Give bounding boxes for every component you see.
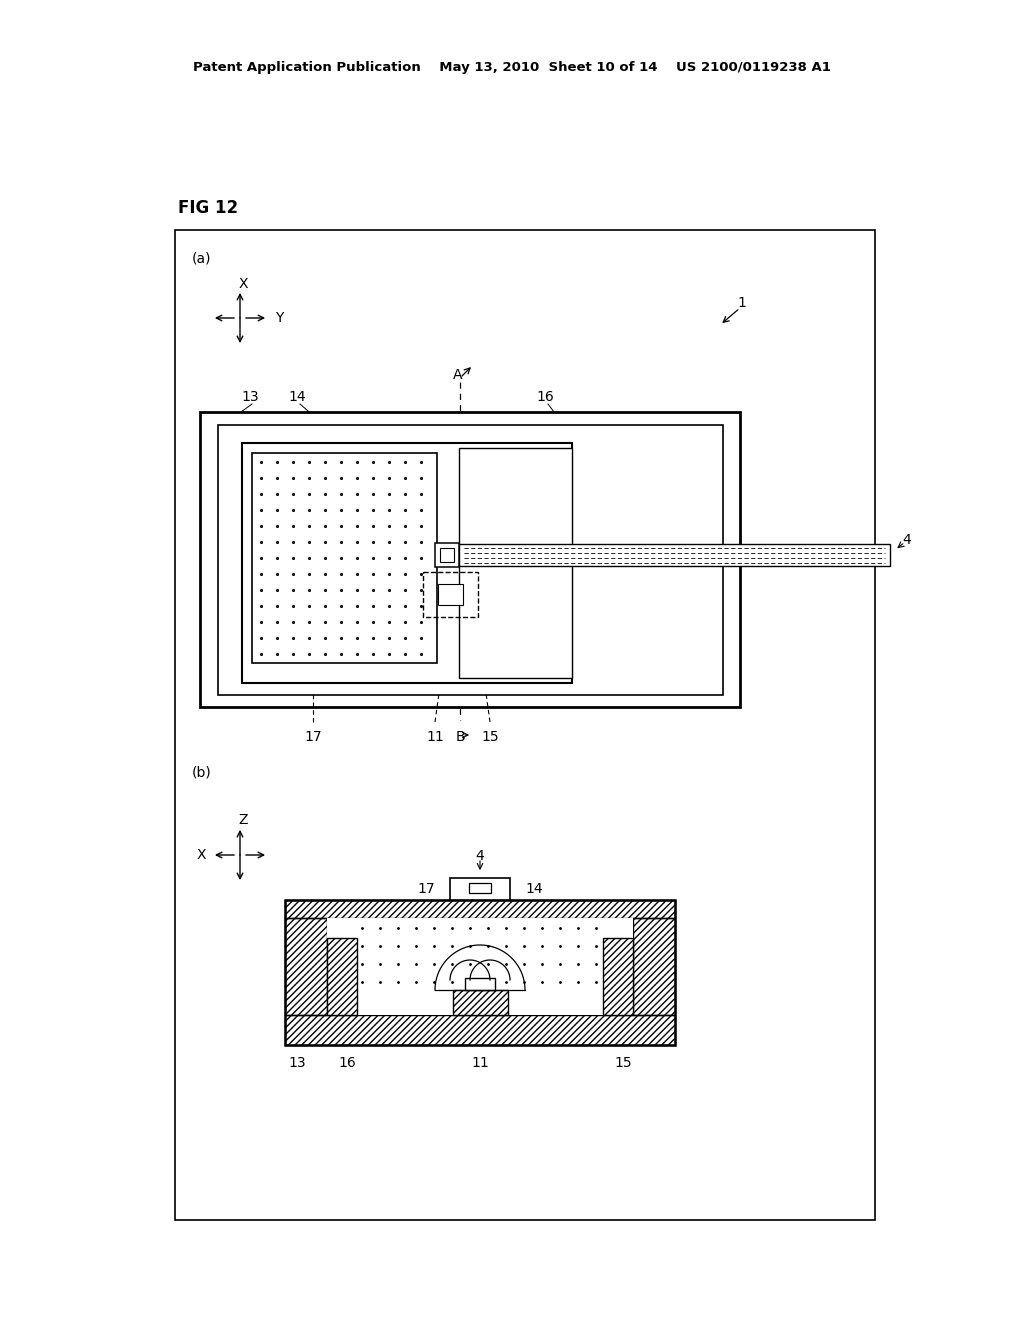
Text: Patent Application Publication    May 13, 2010  Sheet 10 of 14    US 2100/011923: Patent Application Publication May 13, 2…: [194, 62, 830, 74]
Bar: [285, 917, 327, 1015]
Bar: [469, 883, 490, 894]
Text: 4: 4: [475, 849, 484, 863]
Bar: [242, 444, 572, 682]
Bar: [633, 917, 675, 1015]
Bar: [438, 583, 463, 605]
Bar: [327, 917, 633, 1015]
Bar: [465, 978, 495, 990]
Bar: [459, 447, 572, 678]
Text: 1: 1: [737, 296, 746, 310]
Text: 14: 14: [525, 882, 543, 896]
Bar: [440, 548, 454, 562]
Text: X: X: [197, 847, 206, 862]
Text: 16: 16: [338, 1056, 356, 1071]
Bar: [435, 543, 459, 568]
Text: (a): (a): [193, 251, 212, 265]
Text: Z: Z: [239, 813, 248, 828]
Bar: [603, 939, 633, 1015]
Text: Y: Y: [275, 312, 284, 325]
Bar: [453, 990, 508, 1015]
Bar: [285, 900, 675, 917]
Text: A: A: [454, 368, 463, 381]
Text: (b): (b): [193, 766, 212, 779]
Text: FIG 12: FIG 12: [178, 199, 239, 216]
Bar: [200, 412, 740, 708]
Text: 17: 17: [418, 882, 435, 896]
Text: 16: 16: [537, 389, 554, 404]
Text: 4: 4: [902, 533, 910, 546]
Text: 15: 15: [614, 1056, 632, 1071]
Text: 11: 11: [426, 730, 443, 744]
Text: B: B: [456, 730, 465, 744]
Text: 17: 17: [304, 730, 322, 744]
Text: 11: 11: [471, 1056, 488, 1071]
Text: 15: 15: [481, 730, 499, 744]
Bar: [459, 544, 890, 566]
Bar: [218, 425, 723, 696]
Text: X: X: [239, 277, 248, 290]
Bar: [423, 572, 478, 616]
Bar: [175, 230, 874, 1220]
Bar: [285, 1015, 675, 1045]
Text: 13: 13: [288, 1056, 306, 1071]
Bar: [285, 900, 675, 1045]
Text: 13: 13: [242, 389, 259, 404]
Bar: [252, 453, 437, 663]
Bar: [327, 939, 357, 1015]
Text: 14: 14: [288, 389, 306, 404]
Bar: [450, 878, 510, 900]
